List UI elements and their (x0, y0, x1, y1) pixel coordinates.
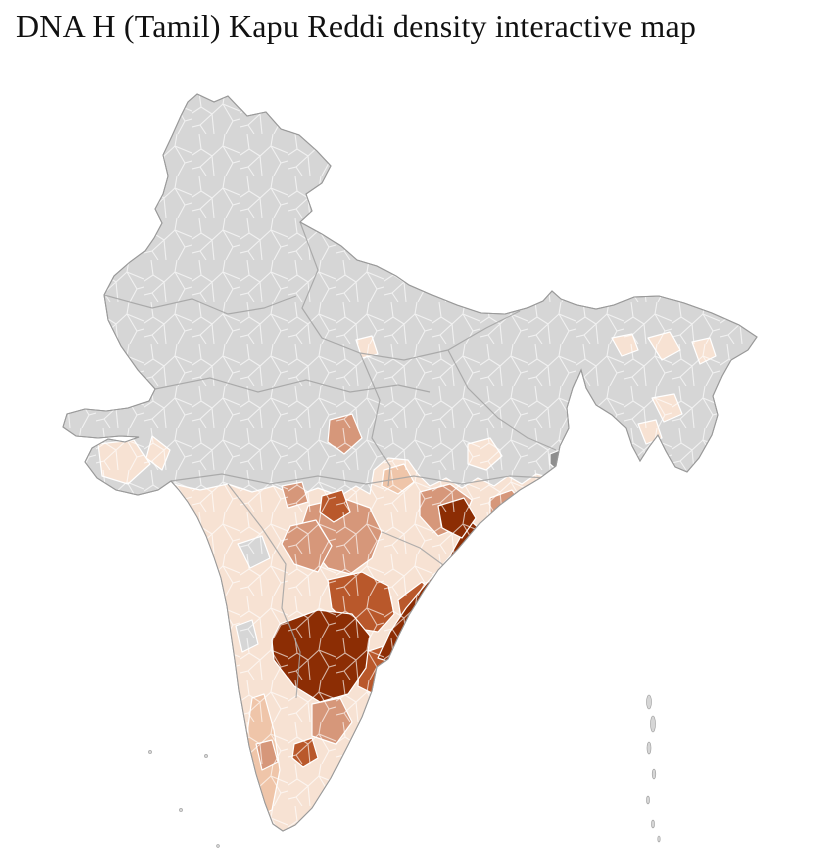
nicobar-island[interactable] (646, 795, 650, 805)
lakshadweep-dot[interactable] (216, 844, 220, 848)
lakshadweep-dot[interactable] (148, 750, 152, 754)
nicobar-island[interactable] (657, 835, 661, 843)
state-border-line (170, 473, 549, 485)
page-title: DNA H (Tamil) Kapu Reddi density interac… (16, 8, 697, 44)
state-border-line (154, 377, 431, 393)
india-density-map[interactable] (0, 8, 819, 859)
state-border-line (227, 483, 301, 699)
state-border-line (103, 294, 297, 315)
state-border-line (359, 352, 391, 487)
islands-fill (148, 694, 661, 848)
lakshadweep-dot[interactable] (204, 754, 208, 758)
andaman-island[interactable] (650, 715, 656, 733)
islands-layer (148, 694, 661, 848)
nicobar-island[interactable] (651, 819, 655, 829)
india-map-svg[interactable] (0, 8, 819, 859)
andaman-island[interactable] (651, 768, 657, 780)
andaman-island[interactable] (646, 694, 652, 710)
andaman-island[interactable] (646, 741, 652, 755)
district-mesh (63, 94, 757, 831)
state-border-line (381, 531, 451, 571)
state-borders (103, 221, 557, 699)
state-border-line (447, 349, 557, 451)
lakshadweep-dot[interactable] (179, 808, 183, 812)
